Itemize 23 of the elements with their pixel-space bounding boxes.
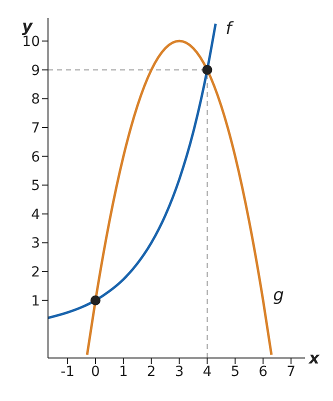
- y-tick-label: 8: [31, 92, 40, 108]
- y-tick-label: 5: [31, 178, 40, 194]
- x-tick-label: 4: [202, 364, 212, 380]
- y-axis-title: y: [22, 16, 33, 36]
- x-tick-label: 2: [146, 364, 156, 380]
- y-tick-label: 4: [31, 206, 40, 223]
- y-tick-label: 1: [31, 293, 40, 310]
- y-tick-label: 3: [31, 236, 40, 252]
- x-tick-label: 5: [230, 364, 240, 380]
- series-label: f: [226, 18, 235, 39]
- series-label: g: [273, 285, 284, 306]
- y-tick-label: 10: [22, 34, 40, 50]
- x-tick-label: 7: [286, 364, 296, 380]
- x-tick-label: 0: [91, 364, 100, 380]
- x-tick-label: 1: [118, 364, 128, 380]
- y-tick-label: 9: [31, 62, 40, 79]
- y-tick-label: 6: [31, 149, 40, 166]
- x-tick-label: -1: [60, 364, 75, 380]
- x-axis-title: x: [308, 348, 320, 368]
- x-tick-label: 6: [258, 364, 268, 380]
- y-tick-label: 7: [31, 120, 40, 136]
- x-tick-label: 3: [174, 364, 184, 380]
- y-tick-label: 2: [31, 264, 40, 281]
